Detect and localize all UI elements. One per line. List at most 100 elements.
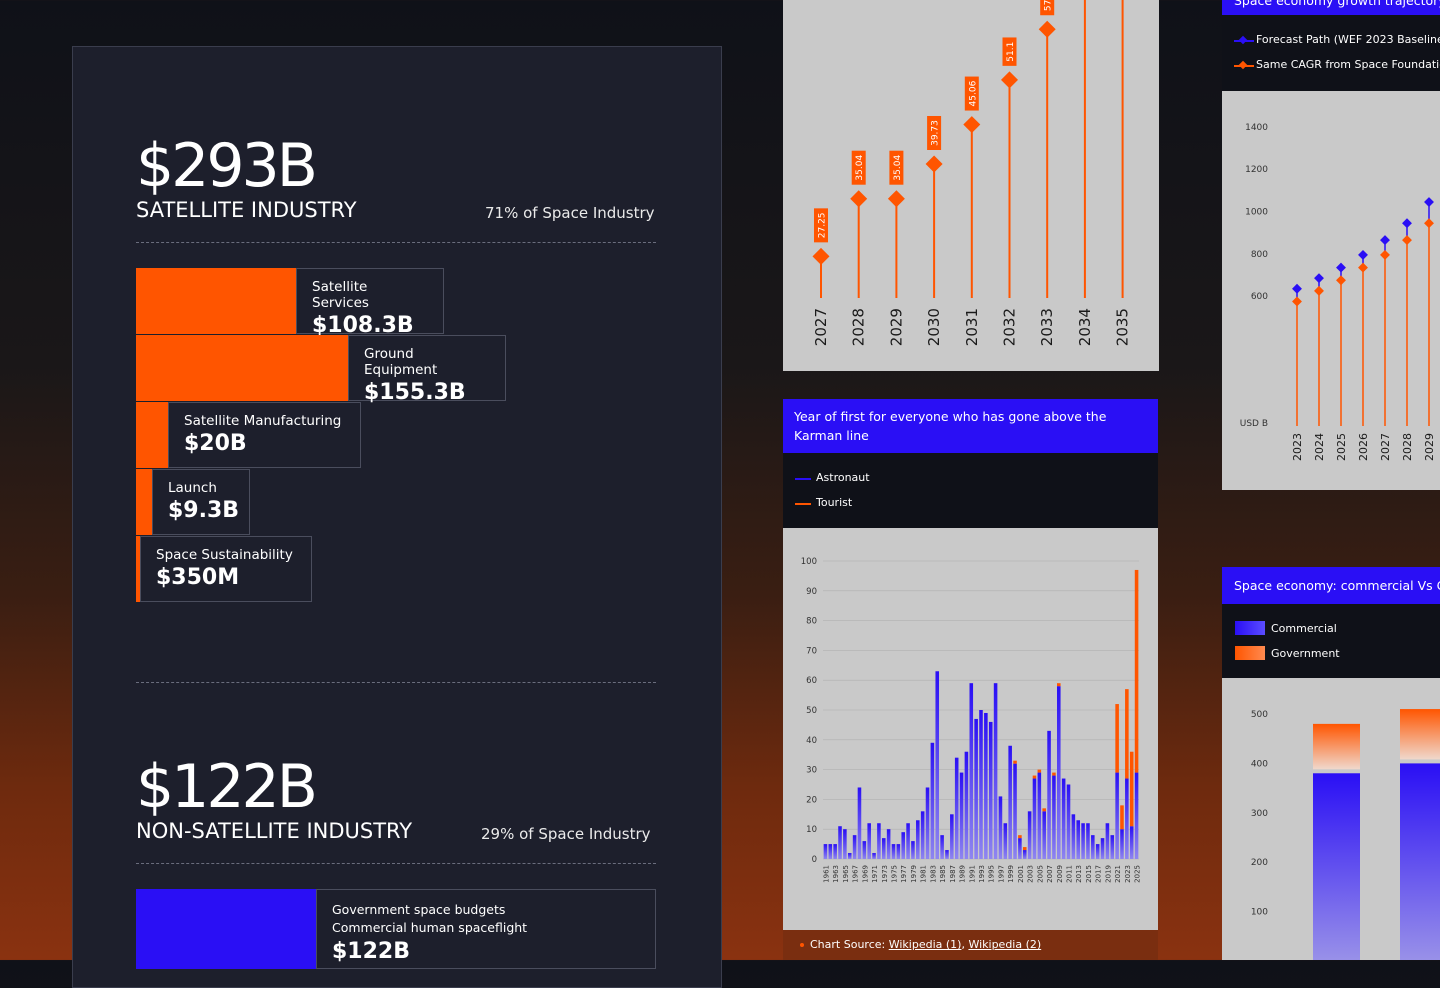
astronaut-bar <box>993 683 998 859</box>
x-tick-label: 1975 <box>890 865 898 883</box>
x-tick-label: 1995 <box>988 865 996 883</box>
astronaut-bar <box>1129 826 1134 859</box>
x-tick-label: 2027 <box>812 308 830 346</box>
astronaut-bar <box>1081 823 1085 859</box>
satellite-share: 71% of Space Industry <box>485 204 655 222</box>
tourist-bar <box>1042 808 1046 812</box>
x-tick-label: 2001 <box>1017 865 1025 883</box>
y-tick-label: 100 <box>1251 908 1268 918</box>
astronaut-bar <box>838 826 842 859</box>
astronaut-bar <box>1013 763 1017 859</box>
x-tick-label: 2026 <box>1357 433 1370 461</box>
non-satellite-share: 29% of Space Industry <box>481 825 651 843</box>
value-label-box <box>964 76 979 111</box>
growth-legend: Forecast Path (WEF 2023 Baseline $ Same … <box>1222 15 1440 91</box>
y-tick-label: 800 <box>1251 250 1268 260</box>
astronaut-bar <box>1008 745 1012 859</box>
legend-cagr: Same CAGR from Space Foundation <box>1256 58 1440 71</box>
astronaut-bar <box>1018 838 1022 859</box>
lollipop-marker <box>812 247 830 265</box>
x-tick-label: 2011 <box>1066 865 1074 883</box>
y-tick-label: 40 <box>806 736 817 746</box>
y-tick-label: 80 <box>806 617 817 627</box>
y-tick-label: 20 <box>806 795 817 805</box>
non-satellite-total: $122B <box>136 752 318 822</box>
cagr-marker <box>1358 262 1368 273</box>
satellite-title: SATELLITE INDUSTRY <box>136 198 357 222</box>
lollipop-marker <box>850 190 868 208</box>
y-tick-label: 100 <box>801 557 817 567</box>
astronaut-bar <box>979 710 983 859</box>
x-tick-label: 2021 <box>1114 865 1122 883</box>
lollipop-marker <box>1038 20 1056 38</box>
y-tick-label: 1200 <box>1245 165 1268 175</box>
astronaut-bar <box>916 820 920 859</box>
x-tick-label: 2025 <box>1134 865 1142 883</box>
segment-label-satellite-manufacturing: Satellite Manufacturing $20B <box>168 402 361 468</box>
astronaut-bar <box>1037 772 1042 859</box>
x-tick-label: 1981 <box>920 865 928 883</box>
divider <box>136 242 656 243</box>
segment-label-satellite-services: Satellite Services $108.3B <box>296 268 444 338</box>
astronaut-bar <box>1071 814 1076 859</box>
lollipop-chart-card: 27.25 2027 35.04 2028 35.04 2029 39.73 2030 45.0… <box>783 0 1159 371</box>
astronaut-bar <box>930 742 935 859</box>
karman-chart-card: 0 10 20 30 40 50 60 70 80 90 100 1961 1963 1965 1967 19… <box>783 528 1158 930</box>
x-tick-label: 2031 <box>963 308 981 346</box>
cagr-marker-icon <box>1238 60 1248 70</box>
astronaut-bar <box>872 853 876 859</box>
x-tick-label: 1967 <box>852 865 860 883</box>
divider <box>136 682 656 683</box>
x-tick-label: 2023 <box>1291 433 1304 461</box>
forecast-marker <box>1380 235 1390 246</box>
growth-chart: 60080010001200140016001800USD B202320242… <box>1240 123 1436 461</box>
astronaut-bar <box>925 787 930 859</box>
tourist-bar <box>1052 772 1056 776</box>
x-tick-label: 1997 <box>997 865 1005 883</box>
x-tick-label: 2019 <box>1104 865 1112 883</box>
cagr-marker <box>1292 296 1302 307</box>
x-tick-label: 2013 <box>1075 865 1083 883</box>
source-link-1[interactable]: Wikipedia (1) <box>888 938 962 951</box>
tourist-bar <box>1018 835 1022 839</box>
x-tick-label: 2005 <box>1036 865 1044 883</box>
source-separator: , <box>961 938 965 951</box>
tourist-bar <box>1134 569 1139 773</box>
x-tick-label: 2015 <box>1085 865 1093 883</box>
x-tick-label: 2009 <box>1056 865 1064 883</box>
source-link-2[interactable]: Wikipedia (2) <box>968 938 1042 951</box>
astronaut-bar <box>988 721 993 859</box>
lollipop-marker <box>925 155 943 173</box>
segment-label-launch: Launch $9.3B <box>152 469 250 535</box>
y-tick-label: 30 <box>806 766 817 776</box>
astronaut-bar <box>886 829 891 859</box>
x-tick-label: 2027 <box>1379 433 1392 461</box>
astronaut-bar <box>1095 844 1100 859</box>
tourist-bar <box>1129 751 1134 827</box>
source-dot <box>800 943 804 947</box>
x-tick-label: 1999 <box>1007 865 1015 883</box>
segment-name: Satellite Manufacturing <box>184 413 342 429</box>
growth-chart-title: Space economy growth trajectory <box>1222 0 1440 15</box>
astronaut-bar <box>833 844 837 859</box>
cagr-marker <box>1424 218 1434 229</box>
forecast-marker <box>1314 273 1324 284</box>
tourist-bar <box>1037 769 1042 773</box>
astronaut-bar <box>823 844 828 859</box>
segment-label-space-sustainability: Space Sustainability $350M <box>140 536 312 602</box>
government-bar <box>1400 709 1440 760</box>
astronaut-bar <box>974 718 978 859</box>
segment-line-1: Government space budgets <box>332 902 506 917</box>
astronaut-bar <box>998 796 1003 859</box>
y-tick-label: 400 <box>1251 759 1268 769</box>
astronaut-bar <box>984 712 988 859</box>
y-tick-label: 60 <box>806 676 817 686</box>
segment-value: $350M <box>156 565 240 590</box>
x-tick-label: 1969 <box>861 865 869 883</box>
astronaut-bar <box>1134 772 1139 859</box>
segment-value: $122B <box>332 939 410 964</box>
government-swatch <box>1235 646 1265 660</box>
commercial-chart: 100200300400500600 <box>1251 709 1440 960</box>
lollipop-marker <box>887 190 905 208</box>
astronaut-bar <box>1057 686 1061 859</box>
